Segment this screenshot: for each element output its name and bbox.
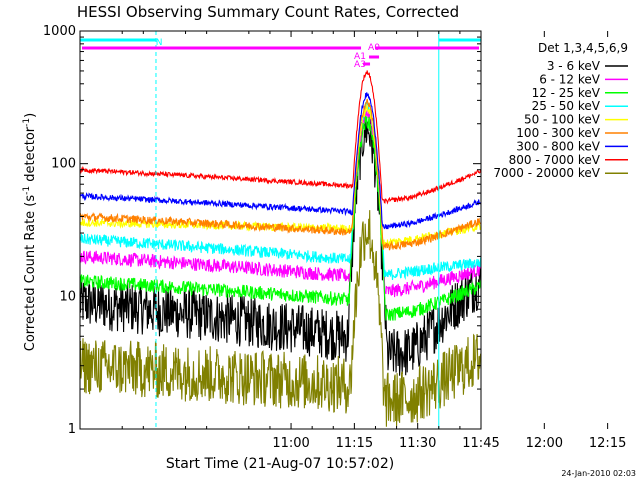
y-tick-label-0: 1 xyxy=(68,422,76,437)
legend-label-8: 7000 - 20000 keV xyxy=(493,166,600,180)
plot-frame xyxy=(79,30,482,430)
x-tick-label-4: 12:00 xyxy=(526,436,563,451)
legend-label-4: 50 - 100 keV xyxy=(524,113,601,127)
y-axis-ticks: 1 10 100 1000 xyxy=(43,24,481,437)
series-line-0 xyxy=(79,110,482,376)
x-tick-label-5: 12:15 xyxy=(589,436,626,451)
y-tick-label-3: 1000 xyxy=(43,24,76,39)
x-axis-label: Start Time (21-Aug-07 10:57:02) xyxy=(166,456,394,472)
legend-title: Det 1,3,4,5,6,9 xyxy=(538,41,628,55)
series-line-8 xyxy=(79,210,482,427)
night-label: N xyxy=(156,38,163,48)
legend-label-7: 800 - 7000 keV xyxy=(509,153,601,167)
legend-label-0: 3 - 6 keV xyxy=(547,59,601,73)
series-line-5 xyxy=(79,98,481,251)
legend-label-5: 100 - 300 keV xyxy=(516,126,600,140)
series-line-2 xyxy=(79,115,482,321)
x-tick-label-1: 11:15 xyxy=(336,436,373,451)
legend-label-6: 300 - 800 keV xyxy=(516,139,600,153)
series-line-6 xyxy=(79,92,482,230)
legend-label-3: 25 - 50 keV xyxy=(532,99,601,113)
series-line-1 xyxy=(79,107,482,298)
legend-label-1: 6 - 12 keV xyxy=(539,72,601,86)
y-tick-label-1: 10 xyxy=(59,289,76,304)
timestamp: 24-Jan-2010 02:03 xyxy=(561,469,636,478)
x-tick-label-3: 11:45 xyxy=(462,436,499,451)
attenuator-label-0: A0 xyxy=(368,43,380,53)
chart-title: HESSI Observing Summary Count Rates, Cor… xyxy=(77,3,459,21)
attenuator-label-2: A3 xyxy=(354,60,366,70)
y-axis-label: Corrected Count Rate (s-1 detector-1) xyxy=(22,113,38,351)
x-tick-label-2: 11:30 xyxy=(399,436,436,451)
x-tick-label-0: 11:00 xyxy=(272,436,309,451)
series-line-7 xyxy=(79,70,482,205)
series-line-3 xyxy=(79,101,482,281)
y-tick-label-2: 100 xyxy=(51,157,76,172)
legend-label-2: 12 - 25 keV xyxy=(532,86,601,100)
attenuator-label-1: A1 xyxy=(354,52,366,62)
